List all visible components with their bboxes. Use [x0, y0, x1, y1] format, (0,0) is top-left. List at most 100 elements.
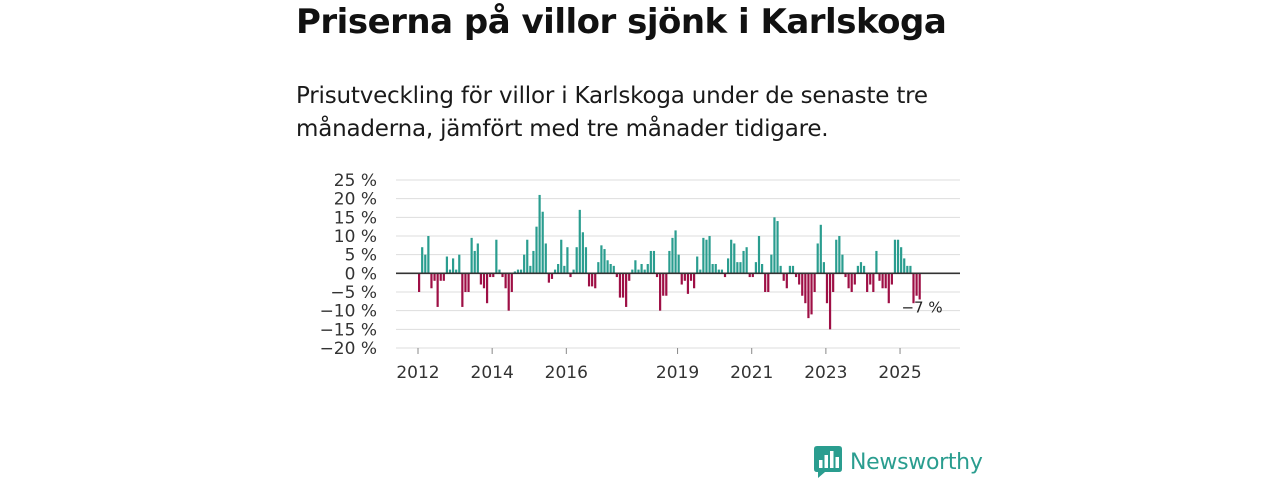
- bar: [900, 247, 903, 274]
- bar: [451, 258, 455, 274]
- bar: [705, 239, 708, 274]
- bar: [424, 254, 427, 274]
- bar: [516, 269, 520, 274]
- bar: [683, 273, 686, 281]
- bar: [529, 265, 532, 274]
- bar: [628, 273, 631, 281]
- bar: [631, 269, 634, 274]
- bar: [439, 273, 442, 281]
- bar: [652, 250, 656, 274]
- bar: [906, 265, 909, 274]
- y-tick-label: 10 %: [334, 227, 377, 247]
- bar: [693, 273, 696, 289]
- y-tick-label: 15 %: [334, 208, 377, 228]
- bar: [798, 273, 801, 285]
- bar: [677, 254, 680, 274]
- bar: [578, 209, 581, 274]
- bar: [779, 265, 782, 274]
- bar: [748, 273, 751, 278]
- bar: [893, 239, 897, 274]
- bar: [714, 264, 717, 274]
- bar: [557, 264, 560, 274]
- bar: [804, 273, 807, 304]
- bar: [495, 239, 498, 274]
- bar: [625, 273, 628, 307]
- bar: [853, 273, 856, 285]
- bar: [912, 273, 915, 304]
- bar: [730, 239, 733, 274]
- bar: [720, 269, 724, 274]
- bar: [640, 264, 643, 274]
- bar: [838, 236, 841, 274]
- bar: [659, 273, 662, 311]
- bar: [717, 269, 720, 274]
- bar: [686, 273, 690, 294]
- bar: [492, 273, 495, 278]
- bar: [550, 273, 554, 279]
- bar: [702, 237, 705, 274]
- y-tick-label: −10 %: [320, 302, 377, 322]
- bar: [739, 262, 742, 274]
- bar: [791, 265, 795, 274]
- bar: [498, 269, 501, 274]
- bar: [575, 247, 578, 274]
- bar: [847, 273, 850, 289]
- bar: [421, 247, 424, 274]
- bar: [594, 273, 597, 289]
- y-tick-label: 5 %: [345, 246, 377, 266]
- bar: [513, 271, 516, 274]
- bar: [485, 273, 489, 304]
- bar: [507, 273, 510, 311]
- bar: [538, 194, 541, 274]
- bar: [479, 273, 482, 285]
- bar: [448, 269, 452, 274]
- bar: [436, 273, 439, 307]
- bar: [875, 250, 878, 274]
- bar: [736, 262, 739, 274]
- bar: [523, 254, 526, 274]
- bar: [918, 273, 921, 300]
- y-tick-label: 20 %: [334, 190, 377, 210]
- chart-subtitle: Prisutveckling för villor i Karlskoga un…: [296, 83, 928, 142]
- y-tick-label: 25 %: [334, 171, 377, 191]
- bar: [896, 239, 900, 274]
- bar: [668, 250, 671, 274]
- bar: [828, 273, 832, 330]
- x-tick-label: 2025: [878, 363, 921, 383]
- bar: [733, 243, 736, 274]
- bar: [689, 273, 693, 281]
- bar: [742, 250, 745, 274]
- bar: [859, 262, 863, 274]
- bar: [532, 250, 535, 274]
- bar: [482, 273, 486, 289]
- newsworthy-logo[interactable]: Newsworthy: [814, 446, 983, 478]
- brand-name: Newsworthy: [850, 449, 983, 475]
- bar: [850, 273, 853, 292]
- bar: [878, 273, 881, 281]
- bar: [832, 273, 835, 292]
- bar: [544, 243, 547, 274]
- bar: [418, 273, 421, 292]
- bar: [841, 254, 844, 274]
- bar: [782, 273, 785, 281]
- bar: [470, 237, 473, 274]
- bar: [609, 264, 612, 274]
- bar: [881, 273, 884, 289]
- bar: [835, 239, 838, 274]
- bar: [764, 273, 767, 292]
- bar: [572, 269, 575, 274]
- bar: [458, 254, 461, 274]
- bar: [563, 265, 566, 274]
- x-tick-label: 2023: [804, 363, 847, 383]
- bar: [856, 265, 859, 274]
- bar: [662, 273, 665, 296]
- bar: [671, 237, 674, 274]
- bar: [519, 269, 523, 274]
- bar: [884, 273, 887, 289]
- bar: [566, 247, 569, 274]
- bar: [674, 230, 677, 274]
- bar: [665, 273, 668, 296]
- bar: [445, 256, 449, 274]
- y-tick-label: 0 %: [345, 264, 377, 284]
- bar-chart: 25 %20 %15 %10 %5 %0 %−5 %−10 %−15 %−20 …: [320, 171, 960, 383]
